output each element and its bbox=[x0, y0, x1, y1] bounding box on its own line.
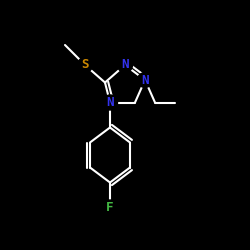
Circle shape bbox=[78, 58, 92, 72]
Text: N: N bbox=[141, 74, 149, 86]
Text: N: N bbox=[106, 96, 114, 109]
Circle shape bbox=[138, 72, 152, 88]
Circle shape bbox=[102, 200, 118, 215]
Text: N: N bbox=[121, 58, 129, 71]
Circle shape bbox=[102, 95, 118, 110]
Text: F: F bbox=[106, 201, 114, 214]
Circle shape bbox=[118, 58, 132, 72]
Text: S: S bbox=[81, 58, 89, 71]
